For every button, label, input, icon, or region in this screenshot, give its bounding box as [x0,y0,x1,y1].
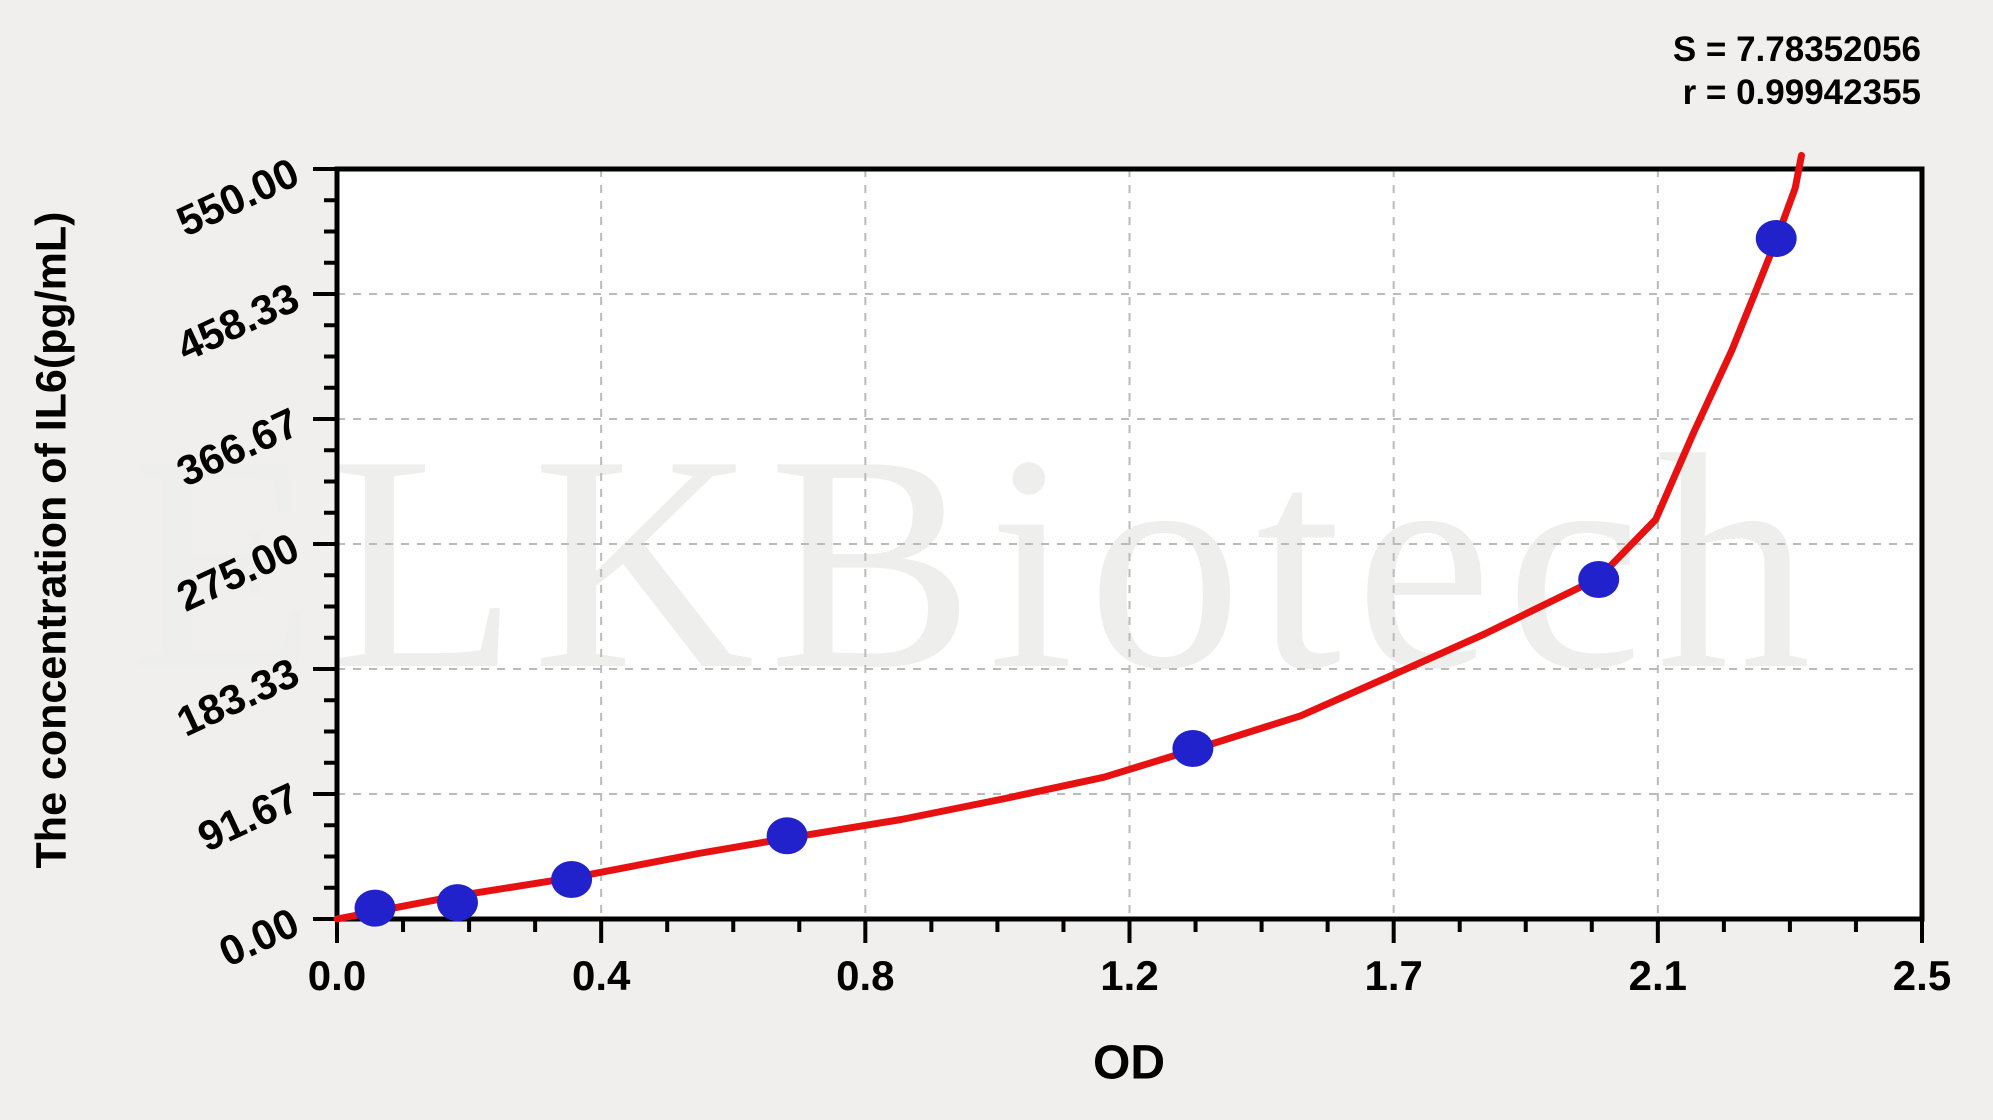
axis-ticks [313,167,1924,943]
watermark-text: ELKBiotech [128,392,1825,733]
data-point [1578,561,1620,598]
x-tick-label: 2.5 [1893,952,1951,999]
y-axis-title: The concentration of IL6(pg/mL) [27,211,76,869]
x-tick-label: 0.0 [308,952,366,999]
data-point [766,817,808,855]
x-tick-label: 0.8 [836,952,894,999]
x-tick-label: 1.2 [1100,952,1158,999]
stat-s: S = 7.78352056 [1672,30,1921,69]
y-tick-label: 0.00 [212,899,306,976]
fit-curve [333,151,1805,923]
x-tick-label: 0.4 [572,952,631,999]
stat-r: r = 0.99942355 [1682,73,1921,112]
fit-statistics: S = 7.78352056 r = 0.99942355 [1673,28,1921,114]
x-tick-label: 2.1 [1629,952,1687,999]
gridlines [337,169,1922,919]
data-points [354,220,1797,927]
data-point [437,884,478,922]
plot-frame [334,166,1925,922]
data-point [1172,730,1214,767]
data-point [551,861,593,898]
data-point [1755,220,1797,257]
axes-frame [334,166,1925,922]
y-tick-label: 91.67 [191,774,306,861]
y-tick-label: 458.33 [170,274,306,371]
data-point [354,889,396,927]
regression-curve [333,151,1805,923]
y-tick-label: 550.00 [170,149,306,246]
x-axis-title: OD [1093,1036,1165,1090]
x-tick-label: 1.7 [1364,952,1422,999]
